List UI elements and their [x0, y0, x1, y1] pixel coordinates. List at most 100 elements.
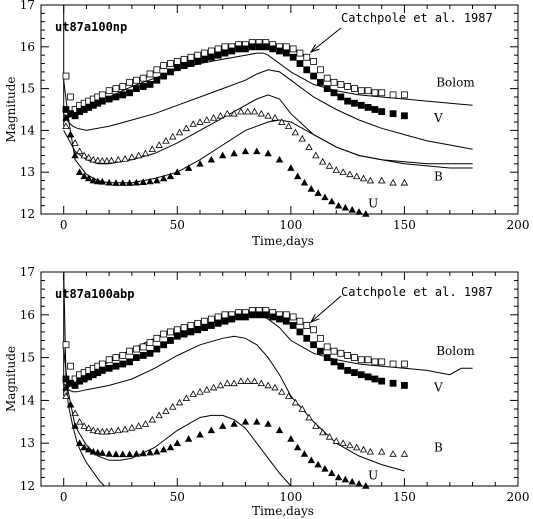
point-bolom: [132, 345, 140, 353]
point-v: [262, 311, 270, 319]
point-u: [119, 450, 127, 458]
x-tick-label: 100: [279, 490, 302, 504]
point-b: [85, 424, 93, 432]
point-u: [307, 185, 315, 192]
point-u: [334, 473, 343, 481]
annotation-text: Catchpole et al. 1987: [341, 11, 493, 25]
point-b: [75, 147, 84, 155]
point-b: [121, 155, 129, 162]
point-b: [209, 383, 218, 391]
point-bolom: [160, 330, 168, 338]
x-tick-label: 50: [170, 218, 185, 232]
point-u: [219, 422, 227, 429]
point-bolom: [330, 347, 338, 355]
point-bolom: [289, 313, 297, 321]
point-v: [248, 43, 256, 51]
point-v: [194, 58, 202, 65]
point-b: [237, 377, 245, 384]
point-b: [71, 139, 79, 146]
point-bolom: [351, 85, 358, 92]
point-b: [298, 134, 306, 142]
point-b: [89, 155, 97, 163]
point-u: [173, 168, 181, 176]
point-v: [344, 367, 352, 374]
point-u: [153, 447, 161, 455]
point-v: [126, 358, 133, 366]
point-v: [187, 328, 195, 336]
point-v: [351, 99, 358, 107]
point-u: [341, 203, 350, 211]
point-u: [173, 439, 181, 447]
point-b: [182, 394, 191, 402]
point-bolom: [389, 360, 397, 368]
point-b: [250, 377, 259, 384]
point-v: [180, 330, 188, 338]
point-b: [305, 413, 313, 421]
x-tick-label: 150: [393, 490, 416, 504]
point-u: [300, 178, 309, 186]
point-b: [325, 162, 334, 169]
point-u: [362, 482, 370, 489]
point-b: [359, 174, 368, 182]
point-v: [228, 47, 236, 55]
point-v: [242, 313, 249, 321]
point-u: [355, 480, 363, 487]
point-bolom: [194, 319, 202, 327]
point-u: [275, 155, 284, 163]
point-v: [62, 106, 70, 113]
point-b: [216, 381, 225, 389]
point-b: [244, 107, 252, 115]
point-v: [310, 341, 317, 349]
point-bolom: [282, 311, 290, 319]
point-u: [125, 450, 134, 458]
point-b: [148, 145, 156, 153]
point-b: [400, 450, 409, 457]
point-bolom: [323, 343, 331, 351]
point-u: [80, 172, 88, 180]
point-u: [355, 208, 363, 215]
x-tick-label: 200: [507, 490, 530, 504]
point-u: [159, 445, 168, 453]
point-bolom: [207, 315, 215, 323]
point-b: [107, 156, 116, 164]
point-bolom: [173, 58, 181, 65]
point-u: [159, 174, 168, 182]
point-bolom: [112, 85, 120, 92]
point-v: [316, 78, 324, 86]
point-v: [371, 106, 379, 113]
point-bolom: [167, 60, 174, 67]
point-u: [207, 426, 216, 434]
point-v: [228, 315, 236, 323]
point-b: [175, 128, 184, 136]
point-v: [221, 49, 229, 57]
point-v: [357, 101, 365, 109]
point-bolom: [98, 91, 106, 99]
point-bolom: [323, 74, 331, 82]
point-bolom: [310, 58, 317, 65]
point-u: [196, 430, 204, 438]
point-v: [242, 45, 249, 53]
point-bolom: [351, 354, 358, 362]
series-label-b: B: [434, 440, 443, 454]
point-u: [132, 450, 141, 457]
point-u: [153, 176, 161, 184]
series-label-u: U: [368, 468, 378, 482]
point-bolom: [364, 87, 372, 95]
point-bolom: [289, 45, 297, 53]
point-v: [323, 85, 331, 92]
point-b: [203, 385, 211, 393]
point-v: [173, 332, 181, 340]
x-axis-label: Time,days: [252, 234, 314, 248]
point-v: [255, 43, 263, 51]
series-label-u: U: [368, 197, 378, 211]
point-v: [139, 352, 147, 359]
point-v: [296, 60, 304, 67]
point-bolom: [139, 343, 147, 351]
arrow-head: [309, 44, 320, 53]
point-b: [298, 405, 306, 412]
point-b: [366, 176, 375, 184]
point-b: [389, 450, 397, 457]
point-u: [348, 205, 356, 213]
y-axis-label: Magnitude: [4, 346, 18, 412]
